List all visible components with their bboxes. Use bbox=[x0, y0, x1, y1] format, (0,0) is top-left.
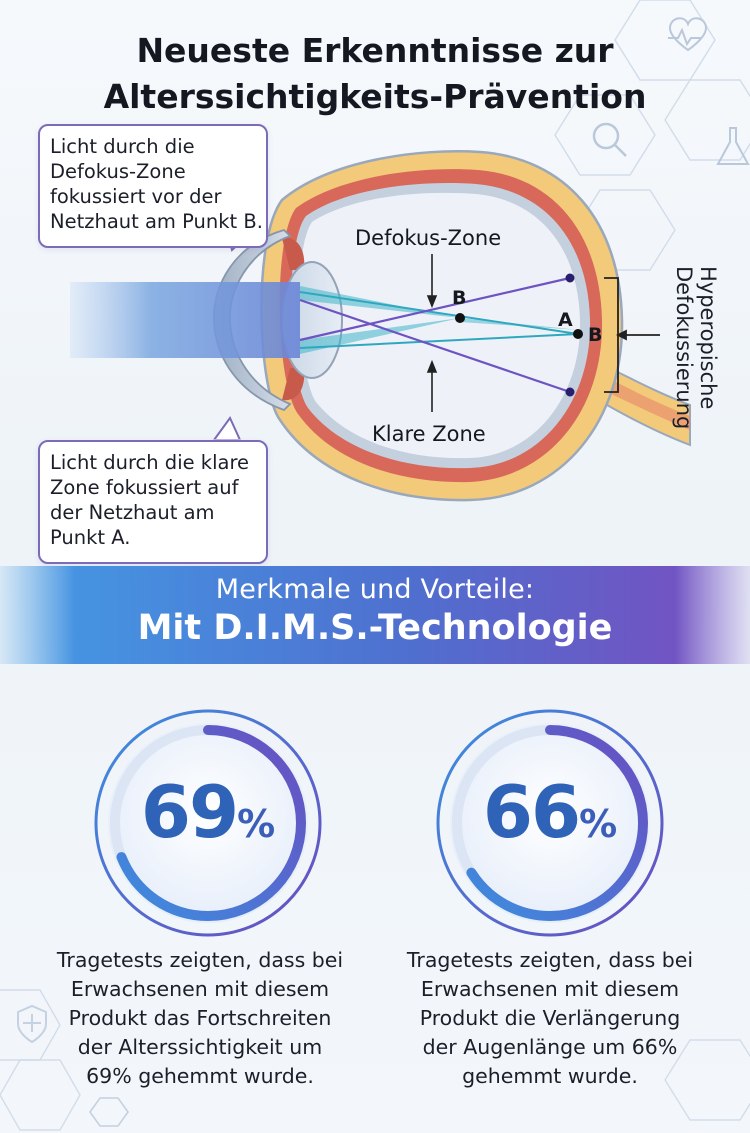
callout-bottom-line-3: der Netzhaut am bbox=[50, 501, 215, 524]
stat-1-value: 69% bbox=[93, 770, 323, 854]
stat-circle-2: 66% bbox=[435, 708, 665, 938]
stat-1-progress-arc bbox=[110, 725, 306, 921]
title-line-2: Alterssichtigkeits-Prävention bbox=[103, 77, 647, 116]
stat-2-desc-line-2: Erwachsenen mit diesem bbox=[420, 977, 680, 1001]
stat-2-desc-line-3: Produkt die Verlängerung bbox=[419, 1006, 681, 1030]
callout-bottom-line-2: Zone fokussiert auf bbox=[50, 476, 239, 499]
stat-2-description: Tragetests zeigten, dass bei Erwachsenen… bbox=[390, 946, 710, 1091]
eye-interior bbox=[299, 192, 581, 459]
point-b-front-label: B bbox=[452, 287, 467, 309]
stat-1-desc-line-2: Erwachsenen mit diesem bbox=[70, 977, 330, 1001]
hyperopic-defocus-line-1: Hyperopische bbox=[696, 266, 720, 410]
hyperopic-defocus-line-2: Defokussierung bbox=[672, 266, 696, 430]
stat-1-unit: % bbox=[237, 802, 276, 846]
clear-zone-label: Klare Zone bbox=[372, 422, 486, 446]
callout-defocus-zone: Licht durch die Defokus-Zone fokussiert … bbox=[38, 124, 268, 248]
stat-2-desc-line-4: der Augenlänge um 66% bbox=[422, 1035, 678, 1059]
retina-upper-dot bbox=[565, 273, 575, 283]
hyperopic-bracket bbox=[604, 277, 660, 393]
callout-clear-zone: Licht durch die klare Zone fokussiert au… bbox=[38, 440, 268, 564]
stat-2-unit: % bbox=[579, 802, 618, 846]
callout-top-line-3: fokussiert vor der bbox=[50, 185, 222, 208]
stat-1-desc-line-5: 69% gehemmt wurde. bbox=[86, 1064, 314, 1088]
callout-top-line-2: Defokus-Zone bbox=[50, 160, 186, 183]
stat-1-desc-line-1: Tragetests zeigten, dass bei bbox=[56, 948, 344, 972]
stat-2-desc-line-5: gehemmt wurde. bbox=[462, 1064, 638, 1088]
point-b-retina-label: B bbox=[588, 324, 603, 346]
eye-diagram bbox=[70, 150, 691, 502]
light-beam bbox=[70, 282, 300, 358]
callout-top-line-4: Netzhaut am Punkt B. bbox=[50, 210, 263, 233]
stat-1-desc-line-3: Produkt das Fortschreiten bbox=[68, 1006, 332, 1030]
banner-subtitle: Merkmale und Vorteile: bbox=[215, 574, 535, 605]
point-a-dot bbox=[573, 329, 583, 339]
stat-2-value: 66% bbox=[435, 770, 665, 854]
stat-2-progress-arc bbox=[452, 725, 648, 921]
clear-zone-rays bbox=[299, 291, 579, 349]
stat-circle-1: 69% bbox=[93, 708, 323, 938]
stat-2-desc-line-1: Tragetests zeigten, dass bei bbox=[406, 948, 694, 972]
title-line-1: Neueste Erkenntnisse zur bbox=[136, 31, 614, 70]
callout-bottom-line-4: Punkt A. bbox=[50, 526, 131, 549]
defocus-rays bbox=[299, 276, 571, 394]
point-a-label: A bbox=[558, 309, 573, 331]
point-b-front-dot bbox=[455, 313, 465, 323]
iris bbox=[282, 237, 305, 270]
hyperopic-defocus-label: Hyperopische Defokussierung bbox=[664, 262, 724, 432]
stat-1-number: 69 bbox=[140, 770, 239, 854]
feature-banner bbox=[0, 566, 750, 664]
defocus-zone-label: Defokus-Zone bbox=[355, 226, 502, 250]
bubble-bottom-tail bbox=[212, 416, 242, 441]
retina-lower-dot bbox=[565, 387, 575, 397]
banner-title: Mit D.I.M.S.-Technologie bbox=[137, 608, 613, 648]
stat-2-number: 66 bbox=[482, 770, 581, 854]
page-title: Neueste Erkenntnisse zur Alterssichtigke… bbox=[0, 28, 750, 120]
stat-1-description: Tragetests zeigten, dass bei Erwachsenen… bbox=[40, 946, 360, 1091]
callout-top-line-1: Licht durch die bbox=[50, 135, 195, 158]
callout-bottom-line-1: Licht durch die klare bbox=[50, 451, 250, 474]
stat-1-desc-line-4: der Alterssichtigkeit um bbox=[77, 1035, 323, 1059]
zone-arrows bbox=[426, 254, 438, 412]
